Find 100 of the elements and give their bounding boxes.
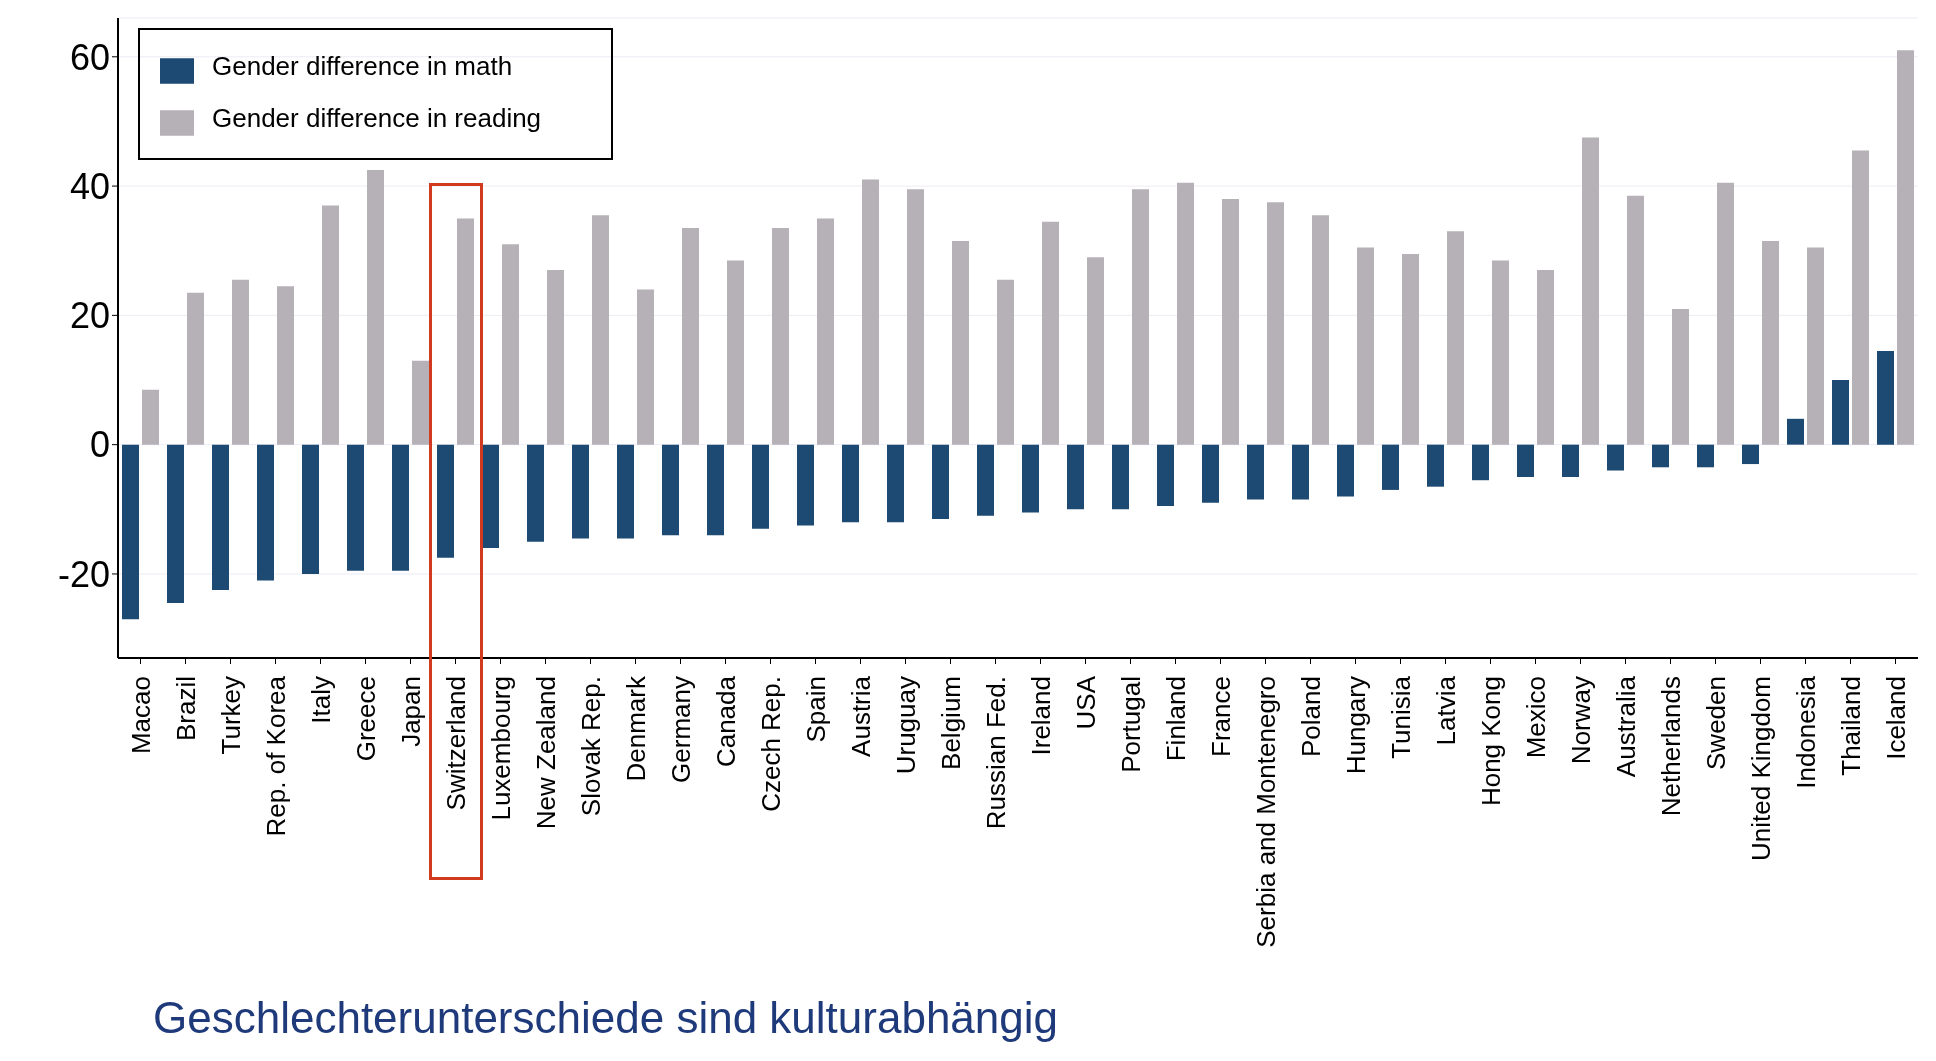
y-tick-label: 20 — [69, 295, 110, 337]
bar — [1697, 444, 1714, 468]
x-tick-label: Belgium — [935, 676, 966, 770]
x-tick-label: Macao — [125, 676, 156, 755]
x-tick-label: Turkey — [215, 676, 246, 755]
bar — [277, 286, 294, 445]
bar — [437, 444, 454, 558]
x-tick-label: Thailand — [1835, 676, 1866, 776]
y-tick-label: 60 — [69, 36, 110, 78]
bar — [457, 218, 474, 445]
x-tick-label: Serbia and Montenegro — [1250, 676, 1281, 948]
bar — [1787, 418, 1804, 445]
bar — [952, 241, 969, 445]
x-tick-label: Germany — [665, 676, 696, 783]
bar — [1897, 50, 1914, 445]
bar — [772, 228, 789, 445]
x-tick-label: Hungary — [1340, 676, 1371, 775]
x-tick-label: Luxembourg — [485, 676, 516, 821]
bar — [547, 270, 564, 445]
x-tick-label: France — [1205, 676, 1236, 757]
bar — [367, 169, 384, 445]
bar — [1177, 182, 1194, 445]
bar — [167, 444, 184, 604]
bar — [977, 444, 994, 516]
bar — [1357, 247, 1374, 445]
bar — [232, 279, 249, 445]
bar — [1832, 380, 1849, 445]
bar — [1312, 215, 1329, 445]
bar — [1607, 444, 1624, 471]
bar — [1157, 444, 1174, 507]
bar — [347, 444, 364, 571]
bar — [1042, 221, 1059, 445]
x-tick-label: Czech Rep. — [755, 676, 786, 812]
bar — [1742, 444, 1759, 465]
bar — [1652, 444, 1669, 468]
x-tick-label: Denmark — [620, 675, 651, 782]
bar — [1492, 260, 1509, 445]
x-tick-label: Switzerland — [440, 676, 471, 811]
x-tick-label: Netherlands — [1655, 676, 1686, 817]
bar — [1022, 444, 1039, 513]
x-tick-label: Finland — [1160, 676, 1191, 762]
y-tick-label: 40 — [69, 165, 110, 207]
bar — [1427, 444, 1444, 487]
legend-label: Gender difference in reading — [212, 103, 542, 133]
bar — [997, 279, 1014, 445]
y-tick-label: -20 — [57, 553, 110, 595]
bar — [1517, 444, 1534, 477]
bar — [887, 444, 904, 523]
legend-label: Gender difference in math — [212, 51, 513, 81]
bar — [1267, 202, 1284, 445]
bar — [1202, 444, 1219, 503]
bar — [187, 292, 204, 445]
bar — [392, 444, 409, 571]
bar — [302, 444, 319, 574]
bar — [1762, 241, 1779, 445]
x-tick-label: Norway — [1565, 676, 1596, 765]
bar — [1562, 444, 1579, 477]
bar — [1582, 137, 1599, 445]
bar — [1627, 195, 1644, 445]
bar — [322, 205, 339, 445]
x-tick-label: Poland — [1295, 676, 1326, 757]
text: Geschlechterunterschiede sind kulturabhängig — [153, 993, 1059, 1043]
x-tick-label: Italy — [305, 676, 336, 724]
bar — [1717, 182, 1734, 445]
bar — [142, 389, 159, 445]
bar — [1222, 199, 1239, 445]
bar — [727, 260, 744, 445]
bar — [1087, 257, 1104, 445]
bar — [662, 444, 679, 536]
bar — [1807, 247, 1824, 445]
bar — [1382, 444, 1399, 490]
x-tick-label: Japan — [395, 676, 426, 747]
bar — [1112, 444, 1129, 510]
bar — [1247, 444, 1264, 500]
bar — [797, 444, 814, 526]
x-tick-label: Greece — [350, 676, 381, 762]
bar — [907, 189, 924, 445]
bar — [122, 444, 139, 620]
x-tick-label: Mexico — [1520, 676, 1551, 759]
x-tick-label: Indonesia — [1790, 675, 1821, 789]
bar — [1852, 150, 1869, 445]
bar — [1472, 444, 1489, 481]
x-tick-label: Brazil — [170, 676, 201, 742]
bar — [932, 444, 949, 520]
bar — [412, 360, 429, 445]
bar — [1672, 308, 1689, 445]
bar — [1067, 444, 1084, 510]
bar — [212, 444, 229, 591]
bar — [502, 244, 519, 445]
bar — [617, 444, 634, 539]
bar — [862, 179, 879, 445]
x-tick-label: Slovak Rep. — [575, 676, 606, 817]
y-tick-label: 0 — [89, 424, 110, 466]
bar — [637, 289, 654, 445]
bar — [257, 444, 274, 581]
bar — [842, 444, 859, 523]
bar — [1877, 350, 1894, 445]
bar — [707, 444, 724, 536]
bar — [572, 444, 589, 539]
bar — [817, 218, 834, 445]
